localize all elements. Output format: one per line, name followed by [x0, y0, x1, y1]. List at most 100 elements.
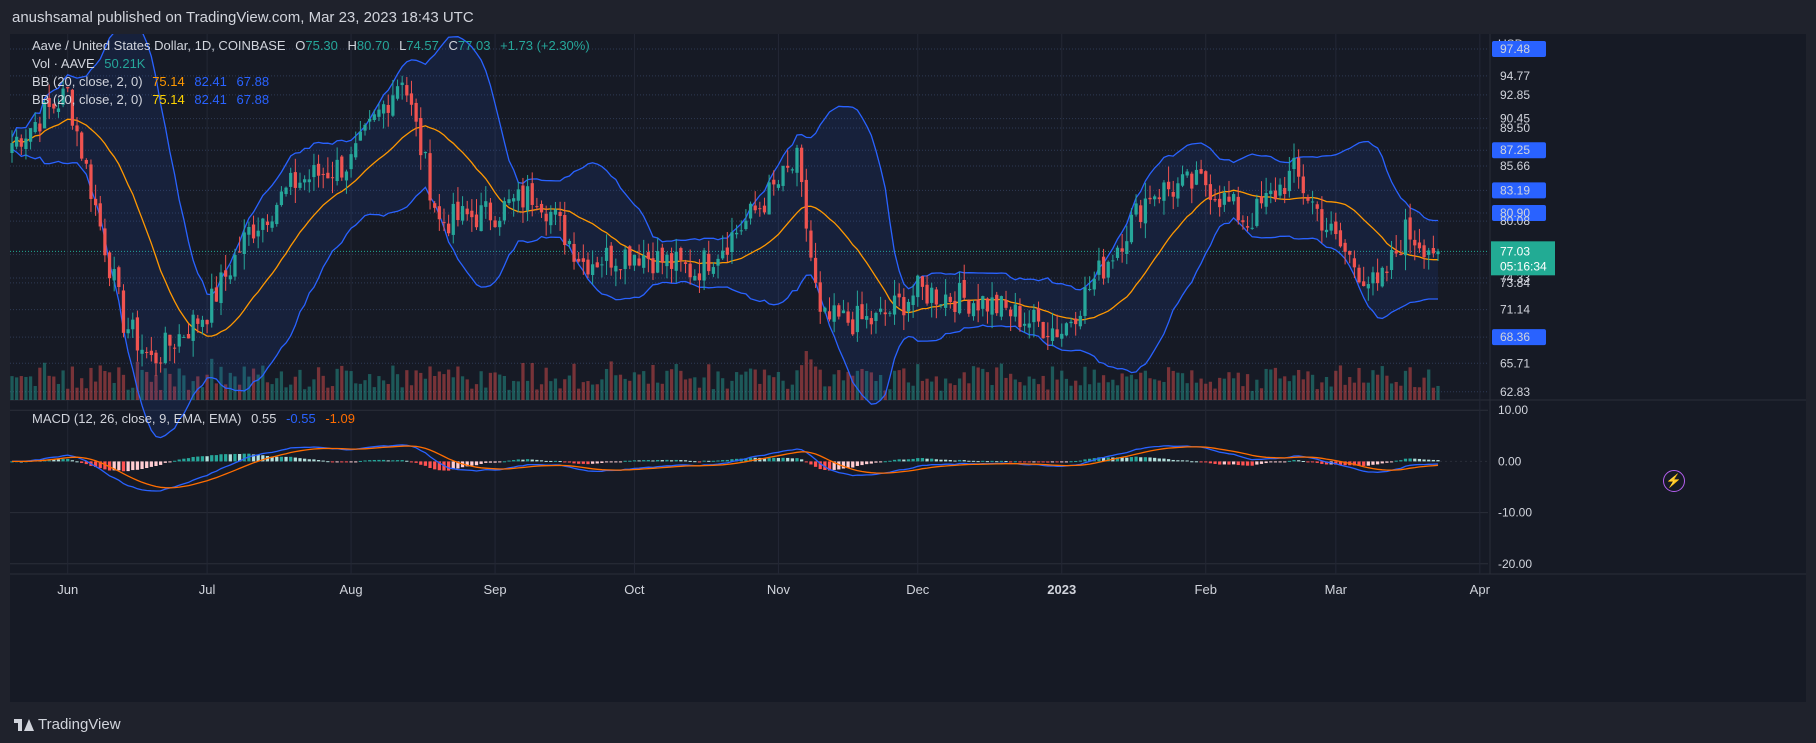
macd-histogram-bar: [1231, 461, 1236, 465]
macd-histogram-bar: [516, 459, 520, 462]
candle-body: [725, 247, 729, 255]
candle-body: [1394, 250, 1398, 254]
macd-histogram-bar: [1101, 457, 1106, 462]
volume-bar: [753, 369, 757, 400]
candle-body: [279, 191, 284, 206]
axis-layer: USD97.4894.7792.8590.4589.5087.2585.6683…: [57, 37, 1555, 597]
macd-histogram-bar: [493, 461, 497, 463]
macd-histogram-bar: [502, 461, 506, 463]
time-tick-label: Mar: [1325, 582, 1348, 597]
volume-bar: [1324, 376, 1329, 400]
chart-canvas[interactable]: USD97.4894.7792.8590.4589.5087.2585.6683…: [10, 17, 1806, 702]
volume-bar: [75, 387, 79, 400]
candle-body: [1013, 304, 1017, 317]
macd-histogram-bar: [883, 461, 887, 463]
macd-histogram-bar: [284, 456, 288, 462]
candle-body: [1111, 260, 1115, 262]
macd-histogram-bar: [730, 459, 734, 462]
macd-histogram-bar: [405, 460, 409, 462]
macd-histogram-bar: [776, 458, 781, 462]
candle-body: [1018, 306, 1022, 328]
volume-bar: [121, 374, 126, 400]
candle-body: [103, 228, 107, 256]
volume-bar: [233, 376, 237, 400]
volume-bar: [400, 387, 404, 400]
candle-body: [117, 267, 121, 288]
candle-body: [344, 171, 349, 181]
price-label-tag: [1492, 41, 1546, 58]
candle-body: [168, 334, 172, 346]
volume-bar: [902, 368, 906, 400]
macd-histogram-bar: [1269, 461, 1273, 463]
candle-body: [400, 82, 404, 86]
candle-body: [669, 253, 674, 269]
candle-body: [493, 220, 497, 228]
macd-histogram-bar: [762, 458, 767, 462]
volume-bar: [1334, 370, 1338, 400]
candle-body: [340, 156, 344, 178]
candle-body: [916, 275, 920, 298]
candle-body: [284, 187, 288, 195]
candle-body: [679, 248, 683, 260]
volume-bar: [1417, 387, 1422, 400]
volume-bar: [618, 374, 623, 400]
candle-body: [823, 307, 827, 312]
volume-bar: [600, 379, 604, 400]
volume-bar: [869, 372, 873, 400]
macd-histogram-bar: [962, 460, 966, 462]
candle-body: [721, 250, 725, 259]
candle-body: [1074, 318, 1078, 325]
macd-histogram-bar: [563, 461, 567, 463]
candle-body: [999, 296, 1004, 317]
candle-body: [790, 169, 794, 171]
candle-body: [911, 295, 915, 306]
volume-bar: [307, 386, 311, 400]
chart-frame[interactable]: USD97.4894.7792.8590.4589.5087.2585.6683…: [10, 17, 1806, 702]
candle-body: [1310, 201, 1315, 203]
candle-body: [409, 93, 414, 105]
candle-body: [656, 251, 660, 273]
candle-body: [1022, 323, 1027, 326]
candle-body: [484, 201, 488, 207]
volume-bar: [1022, 385, 1027, 400]
volume-bar: [762, 369, 767, 400]
close-label: C: [448, 38, 458, 53]
macd-histogram-bar: [567, 461, 572, 463]
volume-bar: [182, 375, 186, 400]
macd-histogram-bar: [1287, 460, 1291, 462]
candle-body: [186, 334, 191, 339]
volume-bar: [1403, 370, 1408, 400]
volume-bar: [414, 370, 418, 400]
macd-histogram-bar: [1394, 460, 1398, 462]
macd-histogram-bar: [1403, 458, 1408, 462]
lightning-icon[interactable]: ⚡: [1663, 470, 1685, 492]
macd-histogram-bar: [381, 459, 386, 462]
volume-bar: [1083, 366, 1087, 400]
tradingview-logo[interactable]: TradingView: [14, 716, 121, 733]
volume-bar: [159, 389, 163, 400]
bollinger-basis-line: [11, 118, 1438, 337]
candle-body: [24, 138, 28, 149]
candle-body: [61, 88, 65, 105]
volume-bar: [502, 375, 506, 400]
candle-body: [841, 310, 846, 314]
volume-bar: [934, 376, 938, 400]
volume-bar: [1218, 377, 1222, 400]
volume-bar: [205, 374, 209, 400]
volume-bar: [340, 365, 344, 400]
open-label: O: [295, 38, 306, 53]
volume-bar: [1422, 377, 1426, 400]
volume-bar: [168, 373, 172, 400]
macd-histogram-bar: [307, 459, 311, 462]
candle-body: [934, 289, 938, 305]
price-label-tag: [1492, 205, 1546, 222]
candle-body: [368, 118, 372, 122]
volume-bar: [776, 371, 781, 400]
macd-histogram-bar: [665, 459, 669, 462]
volume-bar: [154, 375, 158, 400]
candle-body: [1046, 335, 1050, 338]
candle-body: [321, 173, 325, 175]
price-label-tag: [1492, 182, 1546, 199]
macd-histogram-bar: [1069, 461, 1073, 463]
macd-histogram-bar: [237, 453, 242, 462]
